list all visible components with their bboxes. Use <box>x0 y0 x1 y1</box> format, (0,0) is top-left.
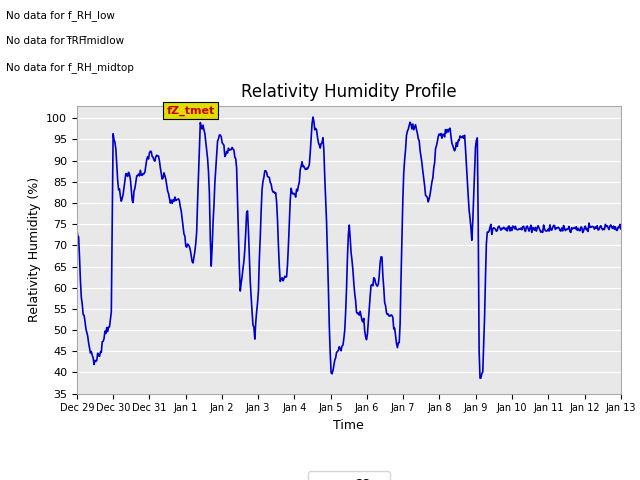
Title: Relativity Humidity Profile: Relativity Humidity Profile <box>241 83 456 101</box>
Text: fZ_tmet: fZ_tmet <box>166 106 215 116</box>
Text: No data for f_RH_low: No data for f_RH_low <box>6 10 115 21</box>
Text: No data for f_RH_midtop: No data for f_RH_midtop <box>6 62 134 73</box>
Y-axis label: Relativity Humidity (%): Relativity Humidity (%) <box>28 177 40 322</box>
Legend: 22m: 22m <box>308 471 390 480</box>
X-axis label: Time: Time <box>333 419 364 432</box>
Text: No data for f̅RH̅midlow: No data for f̅RH̅midlow <box>6 36 125 46</box>
